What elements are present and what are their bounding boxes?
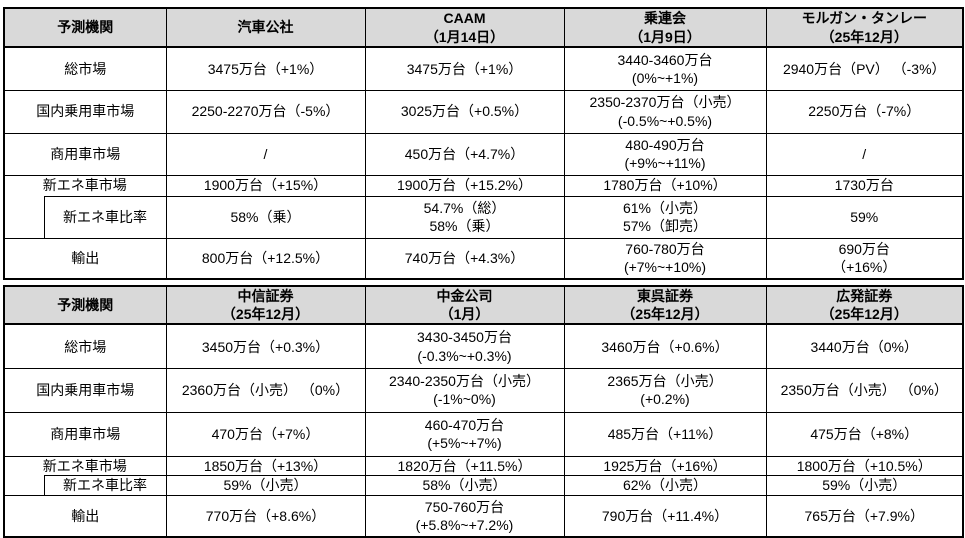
table-row: 輸出 770万台（+8.6%） 750-760万台 (+5.8%~+7.2%) … (3, 495, 964, 538)
forecast-table-bottom: 予測機関 中信証券 （25年12月） 中金公司 （1月） 東呉証券 （25年12… (3, 285, 964, 538)
row-label: 輸出 (3, 237, 167, 280)
table-cell: 800万台（+12.5%） (165, 237, 366, 280)
table-cell: 59%（小売） (765, 475, 964, 497)
table-cell: 3450万台（+0.3%） (165, 323, 366, 369)
header-row: 予測機関 汽車公社 CAAM （1月14日） 乗連会 （1月9日） モルガン・タ… (3, 7, 964, 48)
table-cell: 765万台（+7.9%） (765, 495, 964, 538)
table-cell: 2250-2270万台（-5%） (165, 89, 366, 134)
table-cell: 740万台（+4.3%） (364, 237, 565, 280)
table-cell: 450万台（+4.7%） (364, 132, 565, 176)
table-cell: 770万台（+8.6%） (165, 495, 366, 538)
table-cell: 750-760万台 (+5.8%~+7.2%) (364, 495, 565, 538)
table-cell: 54.7%（総） 58%（乗） (364, 195, 565, 239)
table-cell: 790万台（+11.4%） (563, 495, 767, 538)
table-cell: 1900万台（+15.2%） (364, 174, 565, 197)
table-cell: 485万台（+11%） (563, 411, 767, 457)
table-cell: / (165, 132, 366, 176)
table-row: 総市場 3475万台（+1%） 3475万台（+1%） 3440-3460万台 … (3, 46, 964, 91)
column-header: CAAM （1月14日） (364, 7, 565, 48)
table-row: 国内乗用車市場 2250-2270万台（-5%） 3025万台（+0.5%） 2… (3, 89, 964, 134)
row-label: 新エネ車市場 (43, 455, 167, 477)
table-cell: 58%（乗） (165, 195, 366, 239)
table-cell: 1925万台（+16%） (563, 455, 767, 477)
table-cell: 1780万台（+10%） (563, 174, 767, 197)
table-cell: 58%（小売） (364, 475, 565, 497)
row-label-text: 新エネ車市場 (42, 177, 127, 194)
column-header: 汽車公社 (165, 7, 366, 48)
table-cell: 3440万台（0%） (765, 323, 964, 369)
row-label: 国内乗用車市場 (3, 367, 167, 413)
table-cell: 59% (765, 195, 964, 239)
table-cell: 1730万台 (765, 174, 964, 197)
row-label: 新エネ車市場 (43, 174, 167, 197)
row-label: 総市場 (3, 323, 167, 369)
table-row: 新エネ車市場 1900万台（+15%） 1900万台（+15.2%） 1780万… (3, 174, 964, 239)
row-label: 商用車市場 (3, 132, 167, 176)
table-row: 新エネ車市場 1850万台（+13%） 1820万台（+11.5%） 1925万… (3, 455, 964, 497)
row-label: 総市場 (3, 46, 167, 91)
column-header: 広発証券 （25年12月） (765, 285, 964, 326)
table-row: 新エネ車比率 59%（小売） 58%（小売） 62%（小売） 59%（小売） (4, 475, 964, 497)
table-cell: 1820万台（+11.5%） (364, 455, 565, 477)
table-cell: 62%（小売） (563, 475, 767, 497)
table-cell: 2250万台（-7%） (765, 89, 964, 134)
row-label: 商用車市場 (3, 411, 167, 457)
column-header: 乗連会 （1月9日） (563, 7, 767, 48)
column-header-agency: 予測機関 (3, 285, 167, 326)
table-cell: 690万台 （+16%） (765, 237, 964, 280)
table-cell: 3430-3450万台 (-0.3%~+0.3%) (364, 323, 565, 369)
table-cell: 3475万台（+1%） (364, 46, 565, 91)
indent-spacer (3, 455, 44, 497)
table-cell: 1900万台（+15%） (165, 174, 366, 197)
column-header: 中金公司 （1月） (364, 285, 565, 326)
row-label-indented: 新エネ車比率 (43, 475, 167, 497)
table-cell: 1800万台（+10.5%） (765, 455, 964, 477)
table-cell: 59%（小売） (165, 475, 366, 497)
table-cell: 460-470万台 (+5%~+7%) (364, 411, 565, 457)
column-header: 東呉証券 （25年12月） (563, 285, 767, 326)
header-row: 予測機関 中信証券 （25年12月） 中金公司 （1月） 東呉証券 （25年12… (3, 285, 964, 326)
table-cell: 61%（小売） 57%（卸売） (563, 195, 767, 239)
row-label: 国内乗用車市場 (3, 89, 167, 134)
table-cell: 760-780万台 (+7%~+10%) (563, 237, 767, 280)
indent-spacer (3, 174, 44, 239)
table-cell: 2365万台（小売） (+0.2%) (563, 367, 767, 413)
table-cell: 480-490万台 (+9%~+11%) (563, 132, 767, 176)
table-row: 新エネ車比率 58%（乗） 54.7%（総） 58%（乗） 61%（小売） 57… (4, 195, 964, 239)
row-label-indented: 新エネ車比率 (43, 195, 167, 239)
table-row: 商用車市場 / 450万台（+4.7%） 480-490万台 (+9%~+11%… (3, 132, 964, 176)
table-cell: 2350-2370万台（小売） (-0.5%~+0.5%) (563, 89, 767, 134)
table-cell: / (765, 132, 964, 176)
table-cell: 2940万台（PV） （-3%） (765, 46, 964, 91)
table-cell: 3025万台（+0.5%） (364, 89, 565, 134)
table-row: 総市場 3450万台（+0.3%） 3430-3450万台 (-0.3%~+0.… (3, 323, 964, 369)
table-cell: 3460万台（+0.6%） (563, 323, 767, 369)
column-header: モルガン・タンレー （25年12月） (765, 7, 964, 48)
row-label: 輸出 (3, 495, 167, 538)
table-cell: 3475万台（+1%） (165, 46, 366, 91)
table-row: 商用車市場 470万台（+7%） 460-470万台 (+5%~+7%) 485… (3, 411, 964, 457)
table-row: 輸出 800万台（+12.5%） 740万台（+4.3%） 760-780万台 … (3, 237, 964, 280)
table-cell: 2350万台（小売） （0%） (765, 367, 964, 413)
table-cell: 2340-2350万台（小売） (-1%~0%) (364, 367, 565, 413)
column-header: 中信証券 （25年12月） (165, 285, 366, 326)
table-cell: 470万台（+7%） (165, 411, 366, 457)
table-cell: 2360万台（小売） （0%） (165, 367, 366, 413)
table-cell: 475万台（+8%） (765, 411, 964, 457)
table-cell: 3440-3460万台 (0%~+1%) (563, 46, 767, 91)
row-label-text: 新エネ車市場 (42, 457, 127, 474)
column-header-agency: 予測機関 (3, 7, 167, 48)
forecast-table-top: 予測機関 汽車公社 CAAM （1月14日） 乗連会 （1月9日） モルガン・タ… (3, 7, 964, 280)
table-cell: 1850万台（+13%） (165, 455, 366, 477)
table-row: 国内乗用車市場 2360万台（小売） （0%） 2340-2350万台（小売） … (3, 367, 964, 413)
